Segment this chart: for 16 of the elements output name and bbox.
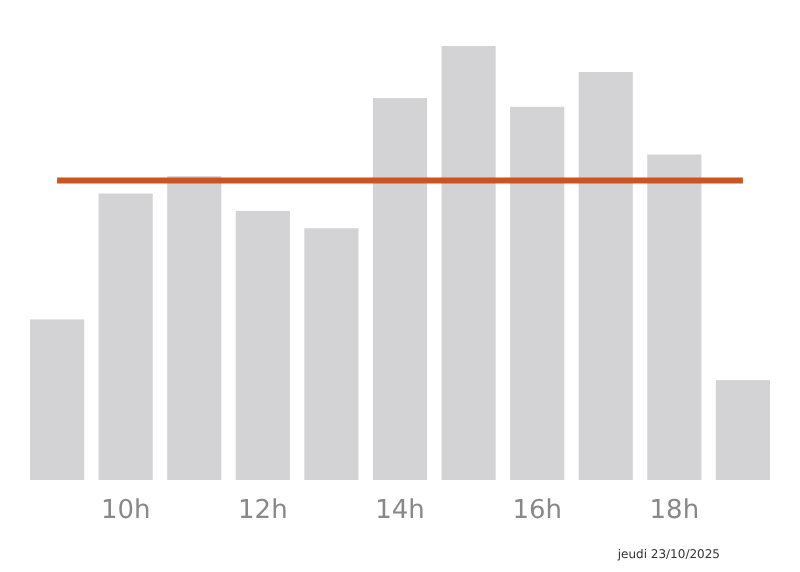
x-tick-label: 12h — [238, 496, 288, 527]
bar — [30, 319, 85, 480]
bar — [372, 98, 428, 480]
bar — [647, 154, 702, 480]
bar — [510, 106, 565, 480]
x-tick-label: 16h — [512, 496, 562, 527]
x-tick-label: 14h — [375, 496, 425, 527]
bar — [235, 210, 290, 480]
bar — [715, 380, 770, 480]
bar — [441, 46, 496, 480]
x-tick-label: 10h — [100, 496, 151, 527]
x-tick-label: 18h — [649, 496, 700, 527]
bar — [578, 72, 633, 480]
bar — [98, 193, 153, 480]
bar — [167, 176, 222, 480]
bar — [304, 228, 359, 480]
